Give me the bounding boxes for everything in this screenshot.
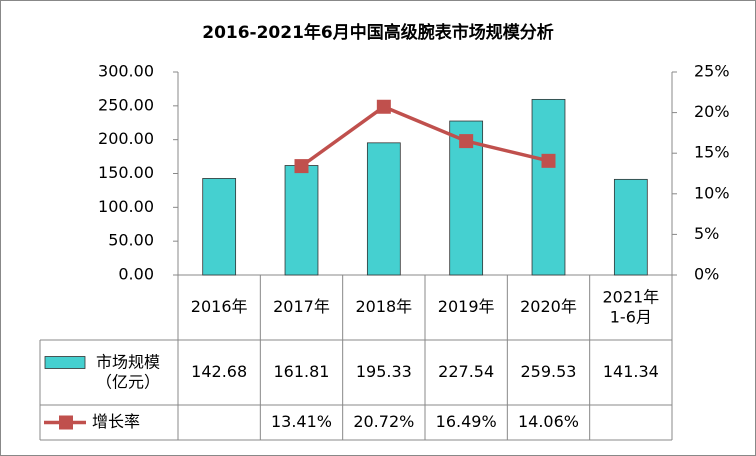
line-marker [376, 99, 391, 114]
line-marker [541, 153, 556, 168]
y-tick-label: 100.00 [98, 197, 154, 216]
y2-tick-label: 25% [694, 62, 730, 81]
y-tick-label: 150.00 [98, 163, 154, 182]
y2-tick-label: 15% [694, 143, 730, 162]
y-tick-label: 50.00 [108, 231, 154, 250]
data-label: 227.54 [438, 362, 494, 381]
y2-tick-label: 5% [694, 224, 719, 243]
y2-tick-label: 20% [694, 102, 730, 121]
data-label: 141.34 [603, 362, 659, 381]
y-tick-label: 250.00 [98, 95, 154, 114]
x-tick-label: 2018年 [355, 297, 412, 316]
data-label: 13.41% [271, 412, 332, 431]
data-label: 16.49% [436, 412, 497, 431]
line-marker [459, 134, 474, 149]
legend-key [44, 356, 86, 369]
data-label: 14.06% [518, 412, 579, 431]
legend-label: 市场规模（亿元） [96, 352, 160, 391]
line [300, 104, 549, 168]
chart-title: 2016-2021年6月中国高级腕表市场规模分析 [202, 22, 554, 43]
y-tick-label: 200.00 [98, 129, 154, 148]
data-label: 20.72% [353, 412, 414, 431]
x-tick-label: 2016年 [191, 297, 248, 316]
bar [366, 142, 401, 276]
x-tick-label: 2017年 [273, 297, 330, 316]
x-tick-label: 2019年 [438, 297, 495, 316]
line-marker [294, 159, 309, 174]
legend-label: 增长率 [92, 412, 140, 431]
y-tick-label: 0.00 [118, 265, 154, 284]
data-label: 259.53 [521, 362, 577, 381]
y2-tick-label: 0% [694, 265, 719, 284]
bar [613, 178, 648, 276]
data-label: 161.81 [274, 362, 330, 381]
legend-key [59, 415, 73, 430]
x-tick-label: 2020年 [520, 297, 577, 316]
bar [531, 98, 566, 276]
y2-tick-label: 10% [694, 183, 730, 202]
data-label: 195.33 [356, 362, 412, 381]
y-tick-label: 300.00 [98, 62, 154, 81]
bar [202, 178, 237, 276]
bar [284, 165, 319, 276]
data-label: 142.68 [191, 362, 247, 381]
x-tick-label: 2021年 1-6月 [602, 287, 659, 326]
